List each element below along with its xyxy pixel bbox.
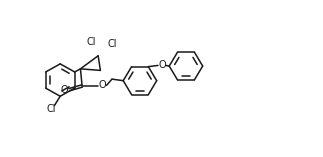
Text: O: O bbox=[98, 80, 106, 90]
Text: Cl: Cl bbox=[47, 104, 56, 114]
Text: Cl: Cl bbox=[107, 39, 117, 49]
Text: O: O bbox=[158, 60, 166, 70]
Text: O: O bbox=[61, 85, 68, 95]
Text: Cl: Cl bbox=[86, 37, 96, 47]
